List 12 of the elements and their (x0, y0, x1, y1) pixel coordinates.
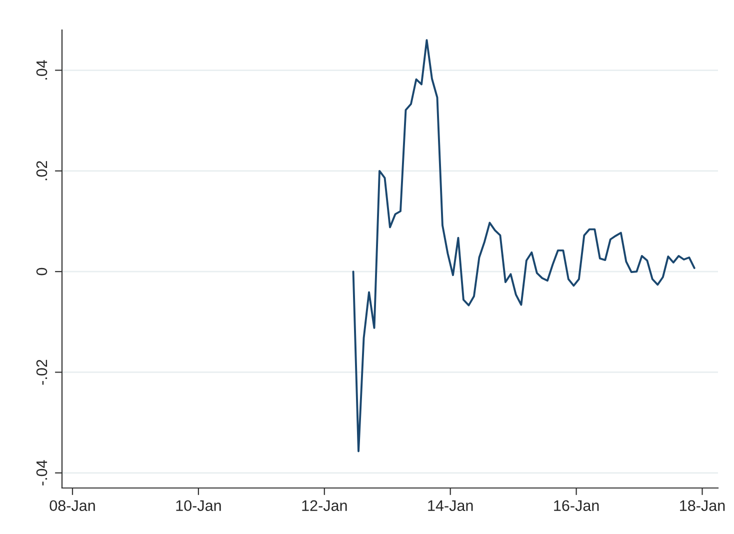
y-tick-label: -.02 (36, 360, 48, 385)
x-tick-label: 14-Jan (428, 500, 473, 512)
y-tick-label: -.04 (36, 460, 48, 486)
y-tick-label: .02 (36, 161, 48, 180)
y-tick-label: .04 (36, 60, 48, 80)
x-tick-label: 08-Jan (50, 500, 95, 512)
x-tick-label: 16-Jan (554, 500, 599, 512)
line-series (352, 39, 696, 452)
x-tick-label: 12-Jan (302, 500, 347, 512)
y-tick-label: 0 (36, 268, 48, 276)
x-tick-label: 18-Jan (680, 500, 725, 512)
x-tick-label: 10-Jan (176, 500, 221, 512)
